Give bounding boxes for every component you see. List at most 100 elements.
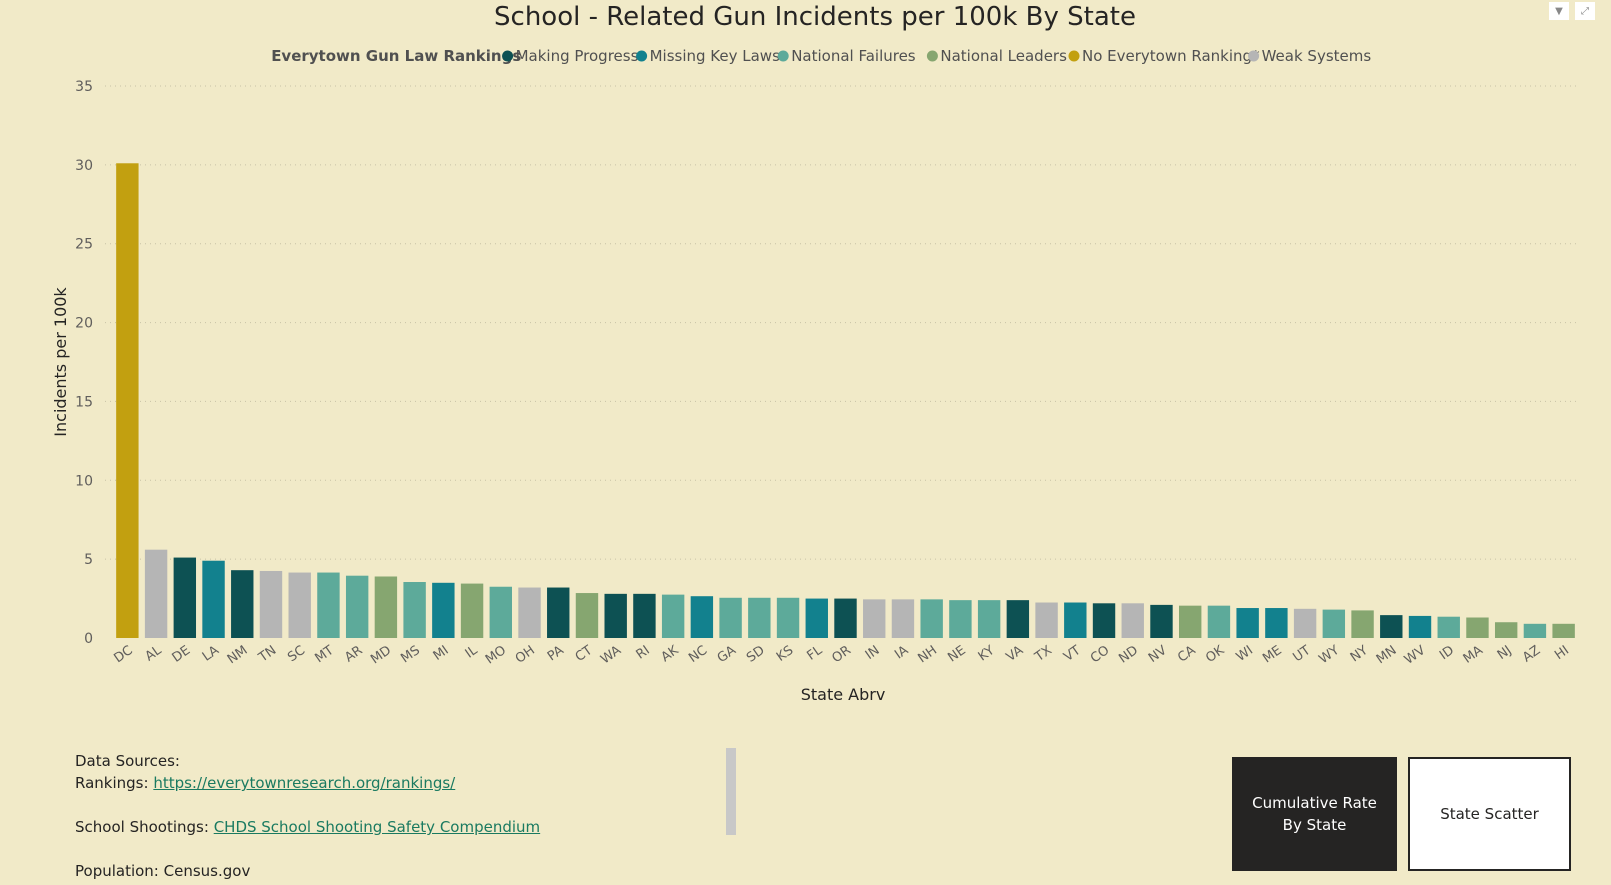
x-tick-label: KS <box>774 643 796 665</box>
x-axis-label: State Abrv <box>801 685 886 704</box>
bar <box>920 599 943 638</box>
bar <box>891 599 915 638</box>
legend-label: Weak Systems <box>1262 47 1372 65</box>
x-tick-label: OR <box>829 643 853 666</box>
bar <box>719 597 742 638</box>
bar <box>1006 600 1030 638</box>
bar <box>317 572 340 638</box>
bar <box>547 587 570 638</box>
filter-icon[interactable]: ▼ <box>1549 2 1569 20</box>
x-tick-label: AK <box>659 643 682 666</box>
y-tick-label: 10 <box>75 473 93 489</box>
bar <box>1552 623 1575 638</box>
x-tick-label: NJ <box>1495 643 1515 663</box>
x-tick-label: NH <box>915 643 940 666</box>
x-tick-label: OH <box>513 643 538 667</box>
x-tick-label: NM <box>225 643 251 667</box>
bar <box>949 600 972 638</box>
legend-marker <box>777 50 789 62</box>
cumulative-rate-button[interactable]: Cumulative Rate By State <box>1232 757 1397 871</box>
data-sources: Data Sources: Rankings: https://everytow… <box>75 750 540 882</box>
legend-marker <box>636 50 648 62</box>
state-scatter-button[interactable]: State Scatter <box>1408 757 1571 871</box>
x-tick-label: WI <box>1234 643 1256 665</box>
bar <box>144 549 168 638</box>
focus-mode-icon[interactable]: ⤢ <box>1575 2 1595 20</box>
chart-title: School - Related Gun Incidents per 100k … <box>494 2 1136 32</box>
bar <box>1466 617 1489 638</box>
x-tick-label: OK <box>1203 643 1227 666</box>
sources-title: Data Sources: <box>75 752 180 770</box>
legend-label: No Everytown Ranking* <box>1082 47 1260 65</box>
x-tick-label: SC <box>285 643 308 665</box>
x-tick-label: MO <box>483 643 509 668</box>
x-tick-label: DC <box>111 643 135 666</box>
bar <box>489 586 512 638</box>
legend-marker <box>502 50 514 62</box>
shootings-link[interactable]: CHDS School Shooting Safety Compendium <box>213 818 541 836</box>
bar <box>432 582 455 638</box>
bar <box>690 596 714 638</box>
x-tick-label: IA <box>892 643 911 663</box>
shootings-label: School Shootings: <box>75 818 209 836</box>
bar <box>977 600 1001 638</box>
x-tick-label: NY <box>1348 643 1371 665</box>
bar <box>633 593 656 638</box>
x-tick-label: ID <box>1437 643 1457 663</box>
x-tick-label: ND <box>1116 643 1141 667</box>
bar <box>1322 609 1346 638</box>
legend-marker <box>926 50 938 62</box>
bar <box>231 570 254 638</box>
x-tick-label: TN <box>255 643 279 666</box>
x-tick-label: LA <box>200 643 222 665</box>
bar <box>518 587 541 638</box>
legend-label: Missing Key Laws <box>650 47 780 65</box>
bar <box>1494 622 1518 638</box>
shootings-line: School Shootings: CHDS School Shooting S… <box>75 816 540 838</box>
rankings-line: Rankings: https://everytownresearch.org/… <box>75 772 540 794</box>
rankings-link[interactable]: https://everytownresearch.org/rankings/ <box>153 774 456 792</box>
x-tick-label: UT <box>1290 643 1313 665</box>
y-tick-label: 25 <box>75 237 93 253</box>
bar <box>1380 615 1403 638</box>
legend-label: Making Progress <box>516 47 639 65</box>
x-tick-label: DE <box>170 643 194 666</box>
rankings-label: Rankings: <box>75 774 149 792</box>
x-tick-label: MA <box>1461 643 1486 667</box>
x-tick-label: WA <box>598 643 624 667</box>
bar <box>1265 608 1288 638</box>
y-axis-label: Incidents per 100k <box>51 287 70 437</box>
x-tick-label: NC <box>686 643 710 666</box>
bar <box>1207 605 1231 638</box>
bar <box>1064 602 1087 638</box>
visual-header: ▼ ⤢ <box>1549 2 1595 20</box>
bar <box>1236 608 1259 638</box>
y-tick-label: 15 <box>75 394 93 410</box>
x-tick-label: MN <box>1374 643 1400 667</box>
x-tick-label: RI <box>634 643 653 663</box>
x-tick-label: AZ <box>1520 643 1543 666</box>
bar <box>288 572 311 638</box>
x-tick-label: MD <box>368 643 394 667</box>
legend-marker <box>1248 50 1260 62</box>
bar <box>834 598 857 638</box>
x-tick-label: WV <box>1402 643 1429 668</box>
bar <box>1179 605 1202 638</box>
x-tick-label: CO <box>1088 643 1112 666</box>
x-tick-label: CT <box>573 643 596 665</box>
bar <box>1150 604 1173 638</box>
x-tick-label: SD <box>744 643 768 666</box>
x-tick-label: MI <box>431 643 452 664</box>
y-tick-label: 20 <box>75 316 93 332</box>
bar <box>202 560 225 638</box>
x-tick-label: CA <box>1175 643 1198 666</box>
x-tick-label: FL <box>804 643 825 664</box>
bar <box>604 593 627 638</box>
legend-label: National Leaders <box>940 47 1067 65</box>
bar <box>1092 603 1116 638</box>
y-tick-label: 5 <box>84 552 93 568</box>
bar <box>173 557 197 638</box>
bar <box>374 576 398 638</box>
bar <box>1437 616 1460 638</box>
bar <box>1121 603 1144 638</box>
